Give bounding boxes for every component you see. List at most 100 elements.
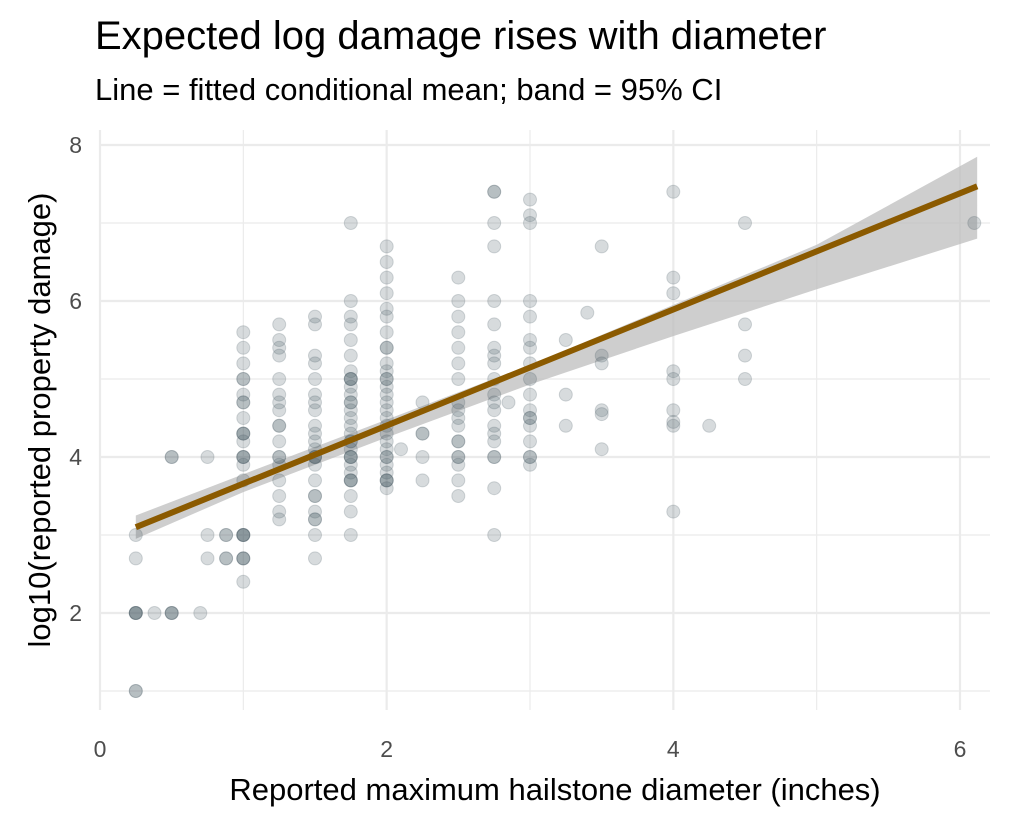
scatter-point [487, 348, 502, 363]
scatter-point [451, 418, 466, 433]
scatter-point [236, 325, 251, 340]
x-tick-label: 4 [667, 736, 680, 762]
scatter-point [523, 418, 537, 433]
scatter-point [308, 528, 322, 542]
scatter-point [379, 255, 394, 269]
scatter-point [487, 418, 502, 433]
scatter-point [594, 348, 609, 363]
x-tick-label: 0 [94, 736, 107, 762]
scatter-point [272, 395, 287, 410]
scatter-point [343, 364, 358, 379]
y-tick-label: 2 [69, 600, 82, 626]
scatter-point [379, 286, 394, 301]
scatter-point [308, 418, 322, 433]
scatter-point [451, 473, 466, 488]
scatter-point [308, 512, 322, 527]
scatter-point [236, 426, 251, 441]
scatter-point [451, 325, 466, 340]
scatter-point [308, 372, 322, 386]
scatter-point [415, 426, 430, 441]
scatter-point [236, 340, 251, 355]
scatter-point [451, 450, 466, 464]
scatter-point [501, 395, 516, 410]
scatter-point [379, 309, 394, 324]
scatter-point [594, 403, 609, 418]
scatter-point [219, 528, 234, 542]
scatter-point [487, 387, 502, 402]
scatter-point [272, 340, 287, 355]
scatter-point [379, 356, 394, 371]
scatter-point [343, 403, 358, 418]
scatter-point [666, 418, 681, 433]
scatter-point [343, 457, 358, 472]
chart-subtitle: Line = fitted conditional mean; band = 9… [95, 72, 723, 107]
scatter-point [128, 684, 143, 698]
scatter-point [738, 372, 752, 386]
scatter-point [666, 403, 681, 418]
scatter-point [379, 239, 394, 254]
scatter-point [451, 411, 466, 425]
scatter-point [219, 551, 234, 566]
scatter-point [415, 473, 430, 488]
scatter-point [666, 364, 681, 379]
scatter-point [379, 481, 394, 496]
scatter-point [236, 450, 251, 464]
scatter-point [343, 473, 358, 488]
scatter-point [236, 457, 251, 472]
scatter-point [523, 450, 537, 464]
scatter-point [379, 372, 394, 386]
scatter-point [343, 473, 358, 488]
scatter-point [379, 473, 394, 488]
scatter-point [379, 270, 394, 285]
scatter-point [487, 450, 502, 464]
scatter-point [128, 606, 143, 620]
scatter-point [666, 372, 681, 386]
scatter-point [451, 457, 466, 472]
scatter-point [379, 340, 394, 355]
scatter-point [379, 473, 394, 488]
scatter-point [379, 387, 394, 402]
axis-ticks: 0 2 4 6 2 4 6 8 [69, 132, 966, 762]
scatter-point [558, 333, 573, 347]
scatter-point [738, 348, 752, 363]
scatter-point [308, 473, 322, 488]
scatter-point [272, 387, 287, 402]
scatter-point [219, 551, 234, 566]
scatter-point [308, 426, 322, 441]
scatter-point [523, 333, 537, 347]
scatter-point [343, 528, 358, 542]
scatter-point [343, 372, 358, 386]
scatter-point [451, 294, 466, 308]
scatter-point [558, 418, 573, 433]
y-axis-label: log10(reported property damage) [22, 193, 57, 648]
chart-title: Expected log damage rises with diameter [95, 14, 827, 58]
scatter-point [487, 426, 502, 441]
scatter-point [415, 426, 430, 441]
scatter-point [394, 442, 408, 457]
scatter-point [343, 450, 358, 464]
scatter-point [594, 442, 609, 457]
scatter-point [523, 434, 537, 449]
scatter-point [379, 473, 394, 488]
scatter-point [272, 512, 287, 527]
scatter-point [236, 450, 251, 464]
scatter-point [343, 294, 358, 308]
scatter-point [272, 450, 287, 464]
scatter-point [308, 489, 322, 503]
scatter-point [343, 372, 358, 386]
scatter-point [236, 574, 251, 589]
scatter-point [379, 457, 394, 472]
scatter-point [379, 340, 394, 355]
fit-line-layer [134, 183, 979, 530]
scatter-point [558, 387, 573, 402]
y-tick-label: 4 [69, 444, 82, 470]
scatter-point [379, 301, 394, 316]
confidence-band [135, 156, 978, 539]
scatter-point [451, 309, 466, 324]
x-tick-label: 2 [380, 736, 393, 762]
scatter-point [236, 356, 251, 371]
scatter-point [523, 340, 537, 355]
scatter-point [451, 340, 466, 355]
scatter-point [343, 450, 358, 464]
scatter-point [738, 317, 752, 332]
